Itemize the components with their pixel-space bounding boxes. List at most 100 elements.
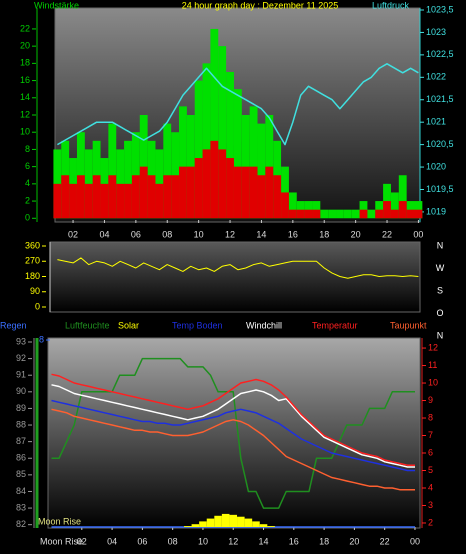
y-tick-label: 2 bbox=[25, 195, 30, 205]
legend-entry: Temperatur bbox=[312, 320, 358, 330]
compass-label: N bbox=[437, 240, 444, 250]
x-tick-label: 00 bbox=[413, 229, 423, 239]
bar bbox=[233, 166, 242, 219]
y-tick-label: 85 bbox=[16, 469, 26, 479]
bar bbox=[84, 183, 93, 219]
bar bbox=[414, 201, 423, 219]
bar bbox=[186, 166, 195, 219]
y-tick-label: 270 bbox=[25, 256, 40, 266]
bar bbox=[398, 201, 407, 219]
y-tick-label: 91 bbox=[16, 370, 26, 380]
bar bbox=[249, 106, 258, 219]
y2-tick-label: 1023 bbox=[426, 27, 446, 37]
legend-entry: Luftfeuchte bbox=[65, 320, 110, 330]
x-tick-label: 16 bbox=[288, 229, 298, 239]
y-tick-label: 89 bbox=[16, 403, 26, 413]
y-tick-label: 6 bbox=[25, 161, 30, 171]
y-tick-label: 14 bbox=[20, 92, 30, 102]
x-tick-label: 10 bbox=[198, 536, 208, 546]
bar bbox=[229, 514, 238, 527]
x-tick-label: 20 bbox=[351, 229, 361, 239]
bar bbox=[351, 209, 360, 219]
series-line bbox=[57, 63, 419, 146]
bar bbox=[406, 209, 415, 219]
bar bbox=[296, 209, 305, 219]
bar bbox=[155, 149, 164, 219]
y-tick-label: 180 bbox=[25, 271, 40, 281]
bar bbox=[375, 209, 384, 219]
bar bbox=[359, 209, 368, 219]
bar bbox=[124, 140, 132, 219]
y2-tick-label: 1020,5 bbox=[426, 139, 454, 149]
x-tick-label: 08 bbox=[162, 229, 172, 239]
x-tick-label: 02 bbox=[77, 536, 87, 546]
bar bbox=[312, 201, 321, 219]
bar bbox=[206, 518, 215, 527]
bar bbox=[257, 123, 266, 219]
bar bbox=[202, 149, 211, 219]
y-tick-label: 360 bbox=[25, 240, 40, 250]
bar bbox=[92, 175, 101, 219]
series-line bbox=[51, 384, 415, 468]
x-tick-label: 22 bbox=[380, 536, 390, 546]
bar bbox=[194, 80, 203, 219]
y2-tick-label: 1021,5 bbox=[426, 94, 454, 104]
bar bbox=[191, 524, 200, 527]
y2-tick-label: 6 bbox=[428, 447, 433, 457]
y-tick-label: 87 bbox=[16, 436, 26, 446]
bar bbox=[398, 175, 407, 219]
bar bbox=[61, 175, 70, 219]
x-tick-label: 20 bbox=[349, 536, 359, 546]
compass-label: O bbox=[436, 308, 443, 318]
bar bbox=[221, 513, 230, 527]
y2-tick-label: 7 bbox=[428, 430, 433, 440]
y2-tick-label: 3 bbox=[428, 500, 433, 510]
bar bbox=[199, 521, 207, 527]
y-tick-label: 90 bbox=[30, 286, 40, 296]
y-tick-label: 88 bbox=[16, 419, 26, 429]
y2-tick-label: 5 bbox=[428, 465, 433, 475]
y-tick-label: 92 bbox=[16, 353, 26, 363]
x-tick-label: 16 bbox=[289, 536, 299, 546]
series-line bbox=[51, 373, 415, 466]
bar bbox=[100, 183, 109, 219]
bar bbox=[233, 89, 242, 219]
y2-tick-label: 1019,5 bbox=[426, 184, 454, 194]
bar bbox=[210, 28, 219, 219]
bar bbox=[116, 149, 125, 219]
compass-label: S bbox=[437, 285, 443, 295]
compass-label: N bbox=[437, 330, 444, 340]
bar bbox=[124, 183, 132, 219]
y-tick-label: 0 bbox=[35, 301, 40, 311]
x-tick-label: 04 bbox=[99, 229, 109, 239]
y2-tick-label: 2 bbox=[428, 517, 433, 527]
bar bbox=[179, 106, 187, 219]
y-tick-label: 93 bbox=[16, 336, 26, 346]
y2-tick-label: 12 bbox=[428, 342, 438, 352]
bar bbox=[163, 123, 172, 219]
bar bbox=[383, 201, 391, 219]
bar bbox=[155, 183, 164, 219]
y2-tick-label: 1022 bbox=[426, 72, 446, 82]
bar bbox=[218, 149, 227, 219]
bar bbox=[304, 201, 313, 219]
bar bbox=[139, 166, 148, 219]
bar bbox=[202, 63, 211, 219]
y-tick-label: 20 bbox=[20, 41, 30, 51]
chart-title: 24 hour graph day : Dezember 11 2025 bbox=[182, 0, 338, 10]
bar bbox=[53, 149, 62, 219]
bar bbox=[304, 209, 313, 219]
bar bbox=[288, 209, 297, 219]
bar bbox=[390, 192, 399, 219]
x-tick-label: 14 bbox=[259, 536, 269, 546]
y2-axis-label: Luftdruck bbox=[372, 0, 410, 10]
bar bbox=[390, 209, 399, 219]
bar bbox=[267, 526, 275, 527]
y-tick-label: 82 bbox=[16, 519, 26, 529]
series-line bbox=[57, 257, 419, 279]
y-tick-label: 86 bbox=[16, 453, 26, 463]
bar bbox=[249, 166, 258, 219]
bar bbox=[359, 201, 368, 219]
